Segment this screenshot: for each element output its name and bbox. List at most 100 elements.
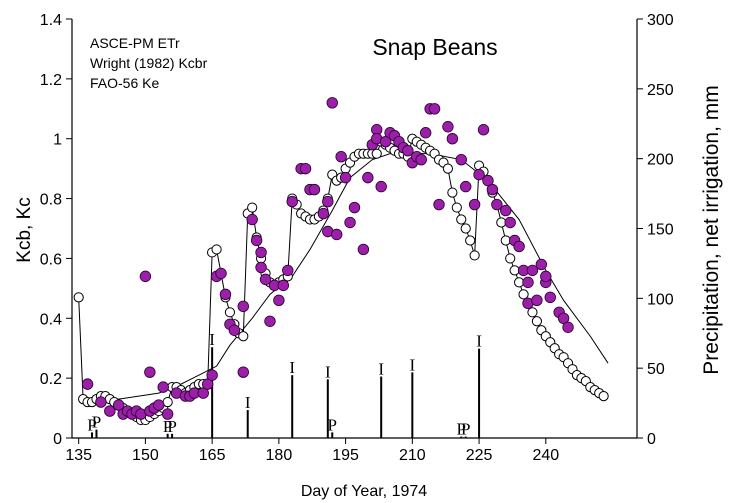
y-tick-label: 0 (53, 431, 62, 448)
measured-point (442, 121, 454, 133)
kc-marker (527, 307, 538, 318)
measured-point (339, 171, 352, 184)
measured-point (460, 180, 472, 193)
measured-point (237, 366, 249, 378)
measured-point (206, 369, 218, 381)
measured-point (522, 276, 534, 289)
measured-point (139, 270, 152, 283)
y-tick-label: 1.2 (40, 72, 62, 89)
x-tick-label: 195 (332, 447, 359, 464)
y2-tick-label: 250 (647, 82, 674, 99)
measured-point (402, 144, 414, 157)
measured-point (540, 270, 552, 283)
measured-point (526, 264, 539, 277)
x-tick-label: 165 (199, 447, 226, 464)
event-label: P (167, 417, 176, 436)
x-tick-label: 135 (65, 447, 92, 464)
measured-point (277, 279, 290, 292)
measured-point (157, 381, 169, 393)
kc-marker (505, 253, 516, 264)
measured-point (237, 300, 249, 313)
measured-point (375, 180, 387, 193)
kc-marker (73, 292, 84, 303)
event-label: I (378, 360, 384, 379)
y-tick-label: 1 (53, 132, 62, 149)
event-label: P (328, 415, 337, 434)
y2-tick-label: 300 (647, 12, 674, 29)
measured-point (299, 162, 312, 175)
kc-marker (518, 289, 529, 300)
measured-point (557, 312, 570, 324)
event-label: I (245, 393, 251, 412)
event-label: I (289, 358, 295, 377)
event-label: P (457, 420, 466, 439)
y2-tick-label: 100 (647, 291, 674, 308)
x-tick-label: 180 (266, 447, 293, 464)
measured-point (197, 387, 209, 399)
measured-point (357, 243, 370, 256)
x-axis-label: Day of Year, 1974 (301, 483, 427, 500)
kc-line (78, 153, 609, 400)
measured-point (415, 153, 427, 166)
measured-point (477, 124, 490, 136)
chart-title: Snap Beans (372, 34, 497, 60)
measured-point (562, 321, 574, 333)
measured-point (535, 258, 548, 271)
measured-point (286, 195, 298, 208)
measured-point (317, 207, 330, 220)
measured-point (544, 291, 556, 304)
y-tick-label: 0.2 (40, 371, 62, 388)
kc-marker (238, 331, 249, 342)
kc-marker (224, 307, 236, 318)
measured-point (486, 183, 499, 196)
measured-point (433, 198, 445, 211)
measured-point (308, 183, 321, 196)
measured-point (144, 366, 156, 378)
measured-point (250, 234, 263, 247)
event-label: I (476, 332, 482, 351)
y2-tick-label: 0 (647, 431, 656, 448)
measured-point (104, 405, 116, 417)
x-tick-label: 240 (532, 447, 559, 464)
event-label: P (87, 415, 96, 434)
measured-point (419, 127, 432, 139)
measured-point (531, 294, 543, 307)
kc-marker (469, 250, 480, 261)
measured-point (219, 288, 232, 301)
measured-point (246, 213, 258, 226)
y2-tick-label: 200 (647, 152, 674, 169)
kc-marker (531, 316, 543, 327)
x-tick-label: 210 (399, 447, 426, 464)
y-axis-label: Kcb, Kc (14, 197, 35, 262)
y2-axis-label: Precipitation, net irrigation, mm (700, 85, 723, 374)
y-tick-label: 1.4 (40, 12, 62, 29)
measured-point (331, 228, 343, 241)
measured-point (113, 399, 125, 411)
event-label: P (461, 420, 470, 439)
y-tick-label: 0.4 (40, 311, 62, 328)
measured-point (255, 261, 267, 274)
measured-point (326, 97, 338, 109)
kc-marker (247, 202, 258, 213)
kc-marker (447, 187, 458, 198)
kc-marker (456, 214, 467, 225)
x-tick-label: 150 (132, 447, 159, 464)
kc-marker (465, 235, 476, 246)
measured-point (482, 174, 494, 187)
y2-tick-label: 150 (647, 222, 674, 239)
event-label: P (92, 413, 101, 432)
measured-point (513, 240, 525, 253)
event-label: P (163, 417, 172, 436)
measured-point (259, 273, 272, 286)
measured-point (273, 294, 285, 307)
measured-point (215, 267, 227, 280)
measured-point (161, 408, 174, 420)
measured-point (379, 136, 392, 148)
measured-point (255, 246, 267, 259)
event-label: I (325, 362, 331, 381)
kc-marker (598, 391, 609, 402)
measured-point (282, 264, 294, 277)
measured-point (81, 378, 94, 390)
annotation: ASCE-PM ETr (90, 35, 180, 51)
